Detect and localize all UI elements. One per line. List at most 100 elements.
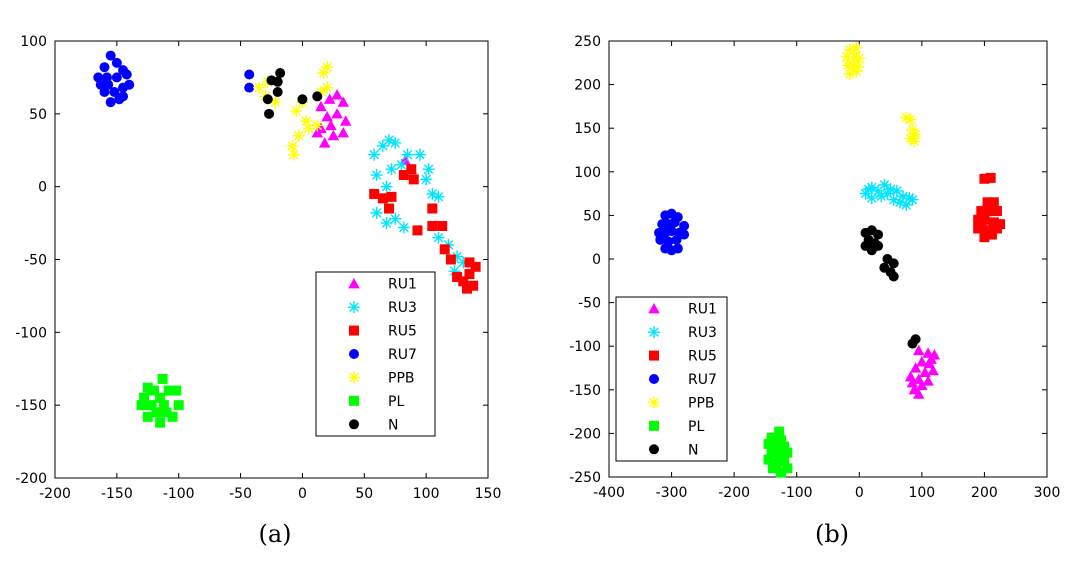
data-point (312, 91, 323, 102)
data-point (669, 217, 680, 228)
y-tick-label: -50 (578, 296, 601, 312)
data-point (318, 137, 331, 148)
data-point (292, 129, 305, 142)
data-point (912, 344, 925, 356)
x-tick-label: -150 (101, 486, 133, 502)
y-tick-label: -150 (15, 398, 47, 414)
legend: RU1 RU3 RU5 RU7 PPB PL N (615, 296, 728, 462)
data-point (320, 81, 334, 94)
data-point (848, 50, 861, 63)
legend-label: PPB (388, 370, 415, 386)
series-ru3 (859, 178, 919, 212)
legend-marker (649, 444, 659, 455)
data-point (408, 174, 419, 185)
legend-marker (649, 374, 659, 384)
data-point (679, 220, 690, 231)
data-point (779, 456, 790, 467)
x-tick-label: 100 (413, 486, 440, 502)
data-point (907, 338, 918, 349)
legend-label: RU5 (688, 349, 717, 365)
legend-label: RU5 (388, 324, 417, 340)
data-point (445, 254, 456, 265)
data-point (297, 94, 308, 105)
data-point (865, 191, 878, 205)
series-n (860, 225, 921, 349)
x-tick-label: 50 (355, 486, 373, 502)
data-point (908, 135, 921, 148)
legend-marker (349, 419, 359, 430)
data-point (771, 432, 782, 443)
data-point (849, 41, 863, 55)
legend-marker (349, 349, 359, 359)
data-point (906, 377, 919, 388)
data-point (413, 148, 427, 161)
x-tick-label: 0 (855, 485, 864, 501)
data-point (173, 400, 184, 411)
legend-marker (647, 325, 661, 339)
data-point (275, 68, 286, 79)
data-point (878, 178, 891, 192)
legend-marker (349, 395, 359, 406)
data-point (109, 86, 120, 97)
data-point (873, 229, 884, 240)
data-point (763, 438, 774, 449)
data-point (979, 214, 990, 225)
data-point (395, 158, 408, 172)
data-point (432, 190, 445, 204)
caption-b: (b) (815, 520, 849, 548)
data-point (389, 212, 402, 225)
data-point (763, 454, 774, 465)
legend-label: RU3 (688, 325, 717, 341)
series-ru5 (973, 172, 1006, 243)
data-point (370, 206, 383, 220)
data-point (320, 61, 334, 74)
data-point (155, 392, 166, 403)
data-point (904, 370, 917, 382)
data-point (766, 432, 777, 443)
data-point (909, 362, 922, 373)
legend-label: N (388, 417, 398, 433)
y-tick-label: 50 (583, 208, 601, 224)
legend-box (315, 271, 436, 437)
legend-label: N (688, 442, 698, 458)
data-point (766, 447, 777, 458)
y-tick-label: -200 (15, 471, 47, 487)
x-tick-label: -300 (656, 485, 688, 501)
data-point (979, 232, 990, 243)
data-point (461, 283, 472, 294)
x-tick-label: 100 (908, 485, 935, 501)
data-point (925, 353, 937, 364)
data-point (849, 65, 863, 78)
data-point (427, 203, 438, 214)
data-point (888, 271, 899, 282)
data-point (401, 148, 414, 161)
data-point (311, 119, 324, 132)
data-point (419, 173, 433, 186)
data-point (986, 229, 997, 240)
series-ppb (840, 41, 922, 148)
data-point (315, 100, 327, 112)
data-point (385, 162, 398, 176)
legend-marker (647, 396, 661, 409)
data-point (321, 110, 333, 122)
data-point (287, 148, 300, 161)
data-point (337, 96, 350, 107)
data-point (389, 136, 402, 150)
data-point (339, 115, 352, 126)
data-point (985, 172, 996, 183)
data-point (377, 193, 388, 204)
data-point (272, 76, 283, 87)
legend-label: RU7 (388, 347, 417, 363)
data-point (118, 91, 129, 102)
data-point (422, 162, 435, 176)
series-ru1 (904, 344, 941, 399)
data-point (244, 69, 255, 80)
data-point (331, 108, 343, 119)
scatter-plot-b: -400 -300 -200 -100 0 100 200 300 -250 -200 -150 -1… (569, 34, 1060, 501)
data-point (302, 122, 315, 135)
legend-label: PL (388, 394, 404, 410)
data-point (105, 97, 116, 108)
data-point (671, 234, 682, 245)
data-point (774, 426, 785, 437)
legend-marker (347, 300, 361, 314)
